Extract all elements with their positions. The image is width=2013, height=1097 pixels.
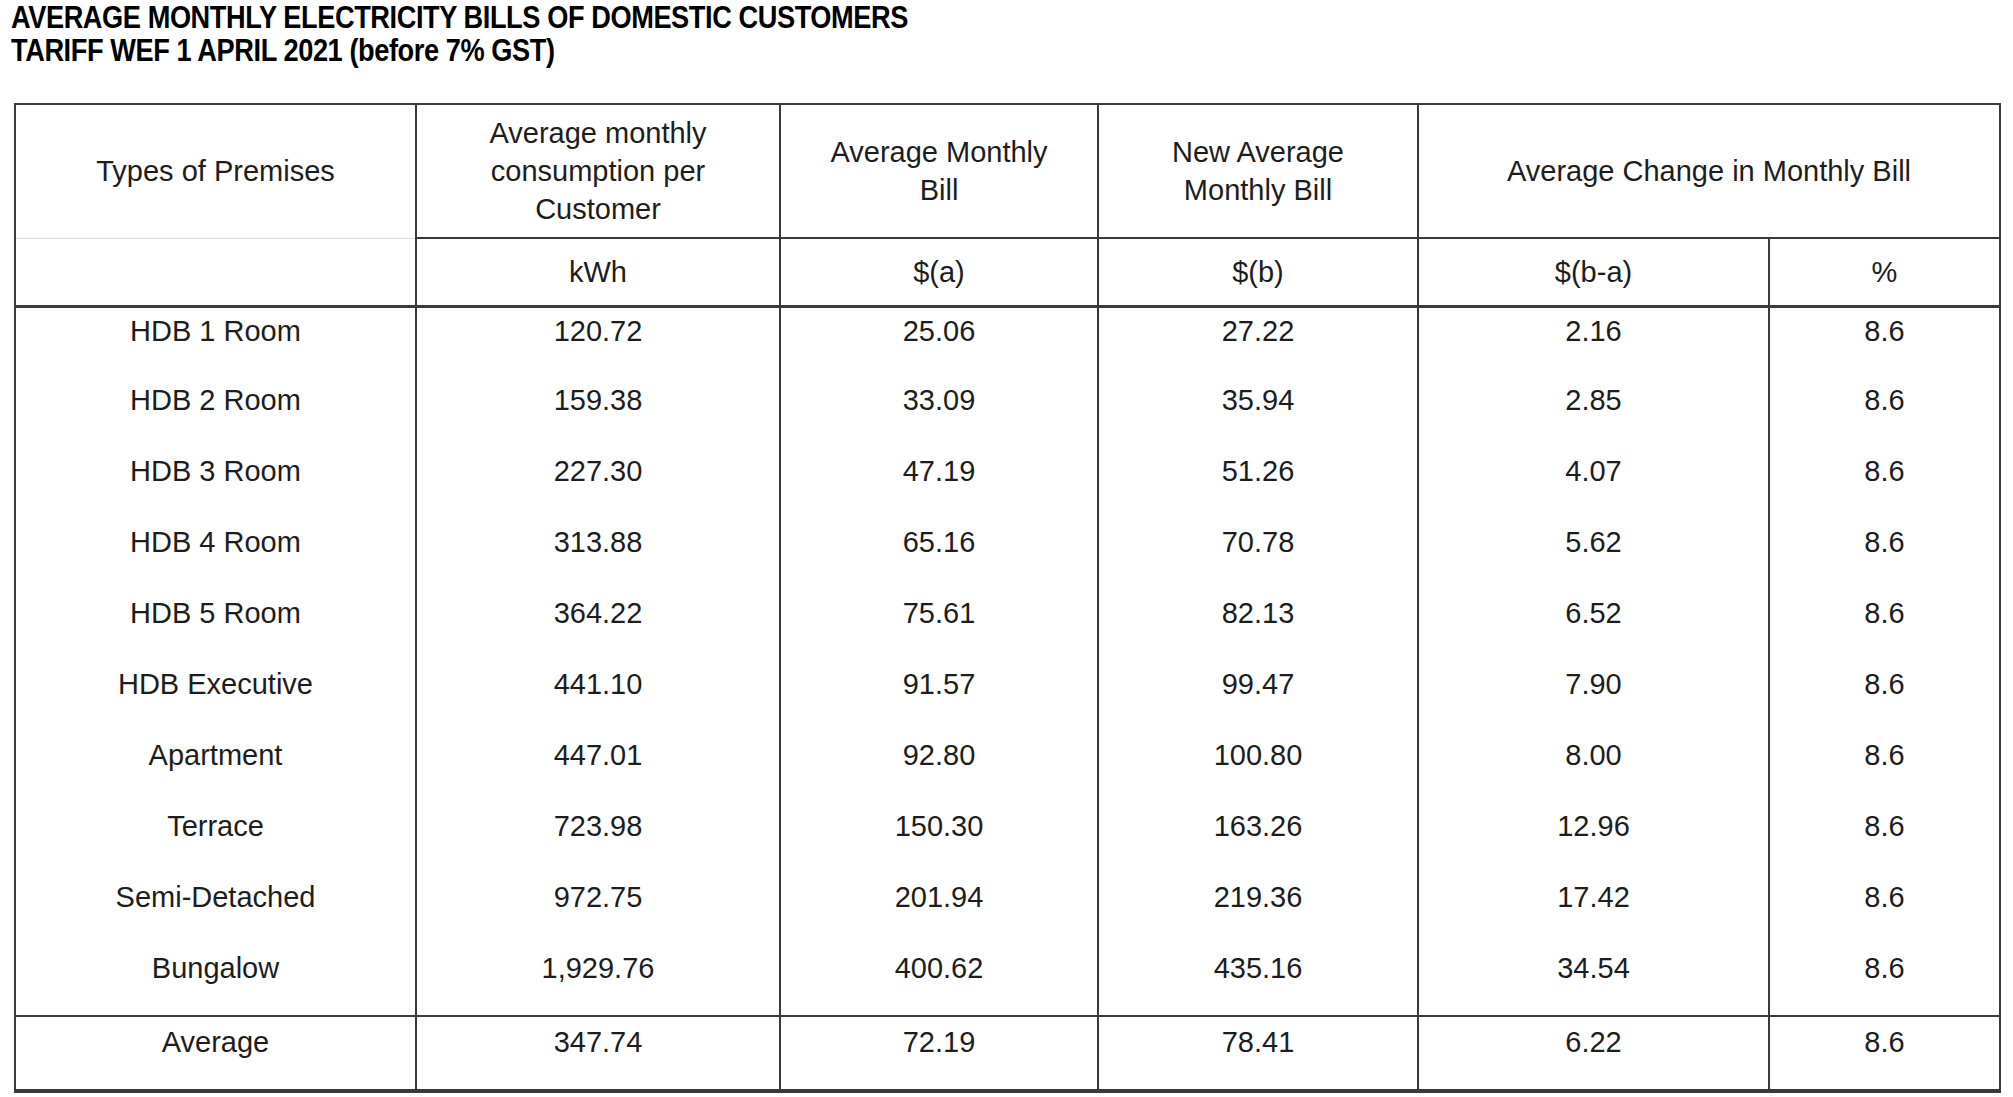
- cell-change: 17.42: [1418, 874, 1769, 945]
- header-row: Types of Premises Average monthly consum…: [15, 104, 2000, 238]
- cell-change: 5.62: [1418, 519, 1769, 590]
- cell-average-label: Average: [15, 1016, 416, 1091]
- cell-bill-a: 33.09: [780, 377, 1098, 448]
- cell-pct: 8.6: [1769, 874, 2000, 945]
- cell-bill-a: 75.61: [780, 590, 1098, 661]
- unit-percent: %: [1769, 238, 2000, 306]
- cell-bill-b: 70.78: [1098, 519, 1418, 590]
- cell-change: 12.96: [1418, 803, 1769, 874]
- cell-change: 34.54: [1418, 945, 1769, 1016]
- cell-bill-b: 100.80: [1098, 732, 1418, 803]
- cell-kwh: 159.38: [416, 377, 780, 448]
- cell-average-bill-a: 72.19: [780, 1016, 1098, 1091]
- cell-pct: 8.6: [1769, 732, 2000, 803]
- cell-kwh: 227.30: [416, 448, 780, 519]
- header-new-avg-monthly-bill: New Average Monthly Bill: [1098, 104, 1418, 238]
- cell-premises: Semi-Detached: [15, 874, 416, 945]
- header-avg-change: Average Change in Monthly Bill: [1418, 104, 2000, 238]
- cell-premises: Bungalow: [15, 945, 416, 1016]
- cell-bill-a: 150.30: [780, 803, 1098, 874]
- cell-change: 8.00: [1418, 732, 1769, 803]
- title-line-2: TARIFF WEF 1 APRIL 2021 (before 7% GST): [11, 34, 908, 67]
- unit-premises-empty: [15, 238, 416, 306]
- cell-kwh: 441.10: [416, 661, 780, 732]
- cell-bill-b: 35.94: [1098, 377, 1418, 448]
- cell-pct: 8.6: [1769, 306, 2000, 377]
- unit-kwh: kWh: [416, 238, 780, 306]
- cell-premises: Apartment: [15, 732, 416, 803]
- cell-bill-b: 435.16: [1098, 945, 1418, 1016]
- cell-bill-a: 65.16: [780, 519, 1098, 590]
- header-avg-consumption: Average monthly consumption per Customer: [416, 104, 780, 238]
- table-row: HDB 4 Room 313.88 65.16 70.78 5.62 8.6: [15, 519, 2000, 590]
- unit-dollar-a: $(a): [780, 238, 1098, 306]
- cell-bill-b: 27.22: [1098, 306, 1418, 377]
- cell-kwh: 364.22: [416, 590, 780, 661]
- cell-average-bill-b: 78.41: [1098, 1016, 1418, 1091]
- table-row: Semi-Detached 972.75 201.94 219.36 17.42…: [15, 874, 2000, 945]
- unit-dollar-b: $(b): [1098, 238, 1418, 306]
- table-body: HDB 1 Room 120.72 25.06 27.22 2.16 8.6 H…: [15, 306, 2000, 1016]
- cell-kwh: 120.72: [416, 306, 780, 377]
- cell-pct: 8.6: [1769, 945, 2000, 1016]
- table-row: HDB 1 Room 120.72 25.06 27.22 2.16 8.6: [15, 306, 2000, 377]
- electricity-bills-table: Types of Premises Average monthly consum…: [14, 103, 2001, 1093]
- cell-average-pct: 8.6: [1769, 1016, 2000, 1091]
- cell-bill-b: 163.26: [1098, 803, 1418, 874]
- cell-average-kwh: 347.74: [416, 1016, 780, 1091]
- cell-bill-b: 99.47: [1098, 661, 1418, 732]
- header-types-of-premises: Types of Premises: [15, 104, 416, 238]
- cell-bill-a: 400.62: [780, 945, 1098, 1016]
- cell-kwh: 723.98: [416, 803, 780, 874]
- cell-change: 2.85: [1418, 377, 1769, 448]
- cell-change: 6.52: [1418, 590, 1769, 661]
- table-row: HDB 3 Room 227.30 47.19 51.26 4.07 8.6: [15, 448, 2000, 519]
- cell-pct: 8.6: [1769, 590, 2000, 661]
- units-row: kWh $(a) $(b) $(b-a) %: [15, 238, 2000, 306]
- cell-premises: HDB 5 Room: [15, 590, 416, 661]
- document-title: AVERAGE MONTHLY ELECTRICITY BILLS OF DOM…: [11, 1, 1066, 68]
- cell-pct: 8.6: [1769, 377, 2000, 448]
- cell-premises: HDB 4 Room: [15, 519, 416, 590]
- cell-premises: HDB 1 Room: [15, 306, 416, 377]
- cell-premises: HDB 3 Room: [15, 448, 416, 519]
- cell-kwh: 447.01: [416, 732, 780, 803]
- cell-bill-b: 51.26: [1098, 448, 1418, 519]
- cell-pct: 8.6: [1769, 661, 2000, 732]
- table-footer: Average 347.74 72.19 78.41 6.22 8.6: [15, 1016, 2000, 1091]
- cell-bill-a: 25.06: [780, 306, 1098, 377]
- cell-bill-b: 219.36: [1098, 874, 1418, 945]
- cell-pct: 8.6: [1769, 803, 2000, 874]
- cell-pct: 8.6: [1769, 448, 2000, 519]
- title-line-1: AVERAGE MONTHLY ELECTRICITY BILLS OF DOM…: [11, 1, 908, 34]
- cell-bill-a: 47.19: [780, 448, 1098, 519]
- cell-premises: Terrace: [15, 803, 416, 874]
- cell-change: 7.90: [1418, 661, 1769, 732]
- cell-premises: HDB Executive: [15, 661, 416, 732]
- table-row: HDB 5 Room 364.22 75.61 82.13 6.52 8.6: [15, 590, 2000, 661]
- table-row: Terrace 723.98 150.30 163.26 12.96 8.6: [15, 803, 2000, 874]
- page: AVERAGE MONTHLY ELECTRICITY BILLS OF DOM…: [0, 0, 2013, 1097]
- cell-kwh: 313.88: [416, 519, 780, 590]
- cell-bill-a: 91.57: [780, 661, 1098, 732]
- table-row: Bungalow 1,929.76 400.62 435.16 34.54 8.…: [15, 945, 2000, 1016]
- table-row: Apartment 447.01 92.80 100.80 8.00 8.6: [15, 732, 2000, 803]
- cell-bill-a: 92.80: [780, 732, 1098, 803]
- table-row: HDB Executive 441.10 91.57 99.47 7.90 8.…: [15, 661, 2000, 732]
- cell-bill-b: 82.13: [1098, 590, 1418, 661]
- cell-kwh: 1,929.76: [416, 945, 780, 1016]
- table-header: Types of Premises Average monthly consum…: [15, 104, 2000, 306]
- cell-change: 2.16: [1418, 306, 1769, 377]
- unit-dollar-b-minus-a: $(b-a): [1418, 238, 1769, 306]
- cell-kwh: 972.75: [416, 874, 780, 945]
- cell-average-change: 6.22: [1418, 1016, 1769, 1091]
- table-row: HDB 2 Room 159.38 33.09 35.94 2.85 8.6: [15, 377, 2000, 448]
- cell-bill-a: 201.94: [780, 874, 1098, 945]
- cell-premises: HDB 2 Room: [15, 377, 416, 448]
- cell-pct: 8.6: [1769, 519, 2000, 590]
- header-avg-monthly-bill: Average Monthly Bill: [780, 104, 1098, 238]
- cell-change: 4.07: [1418, 448, 1769, 519]
- average-row: Average 347.74 72.19 78.41 6.22 8.6: [15, 1016, 2000, 1091]
